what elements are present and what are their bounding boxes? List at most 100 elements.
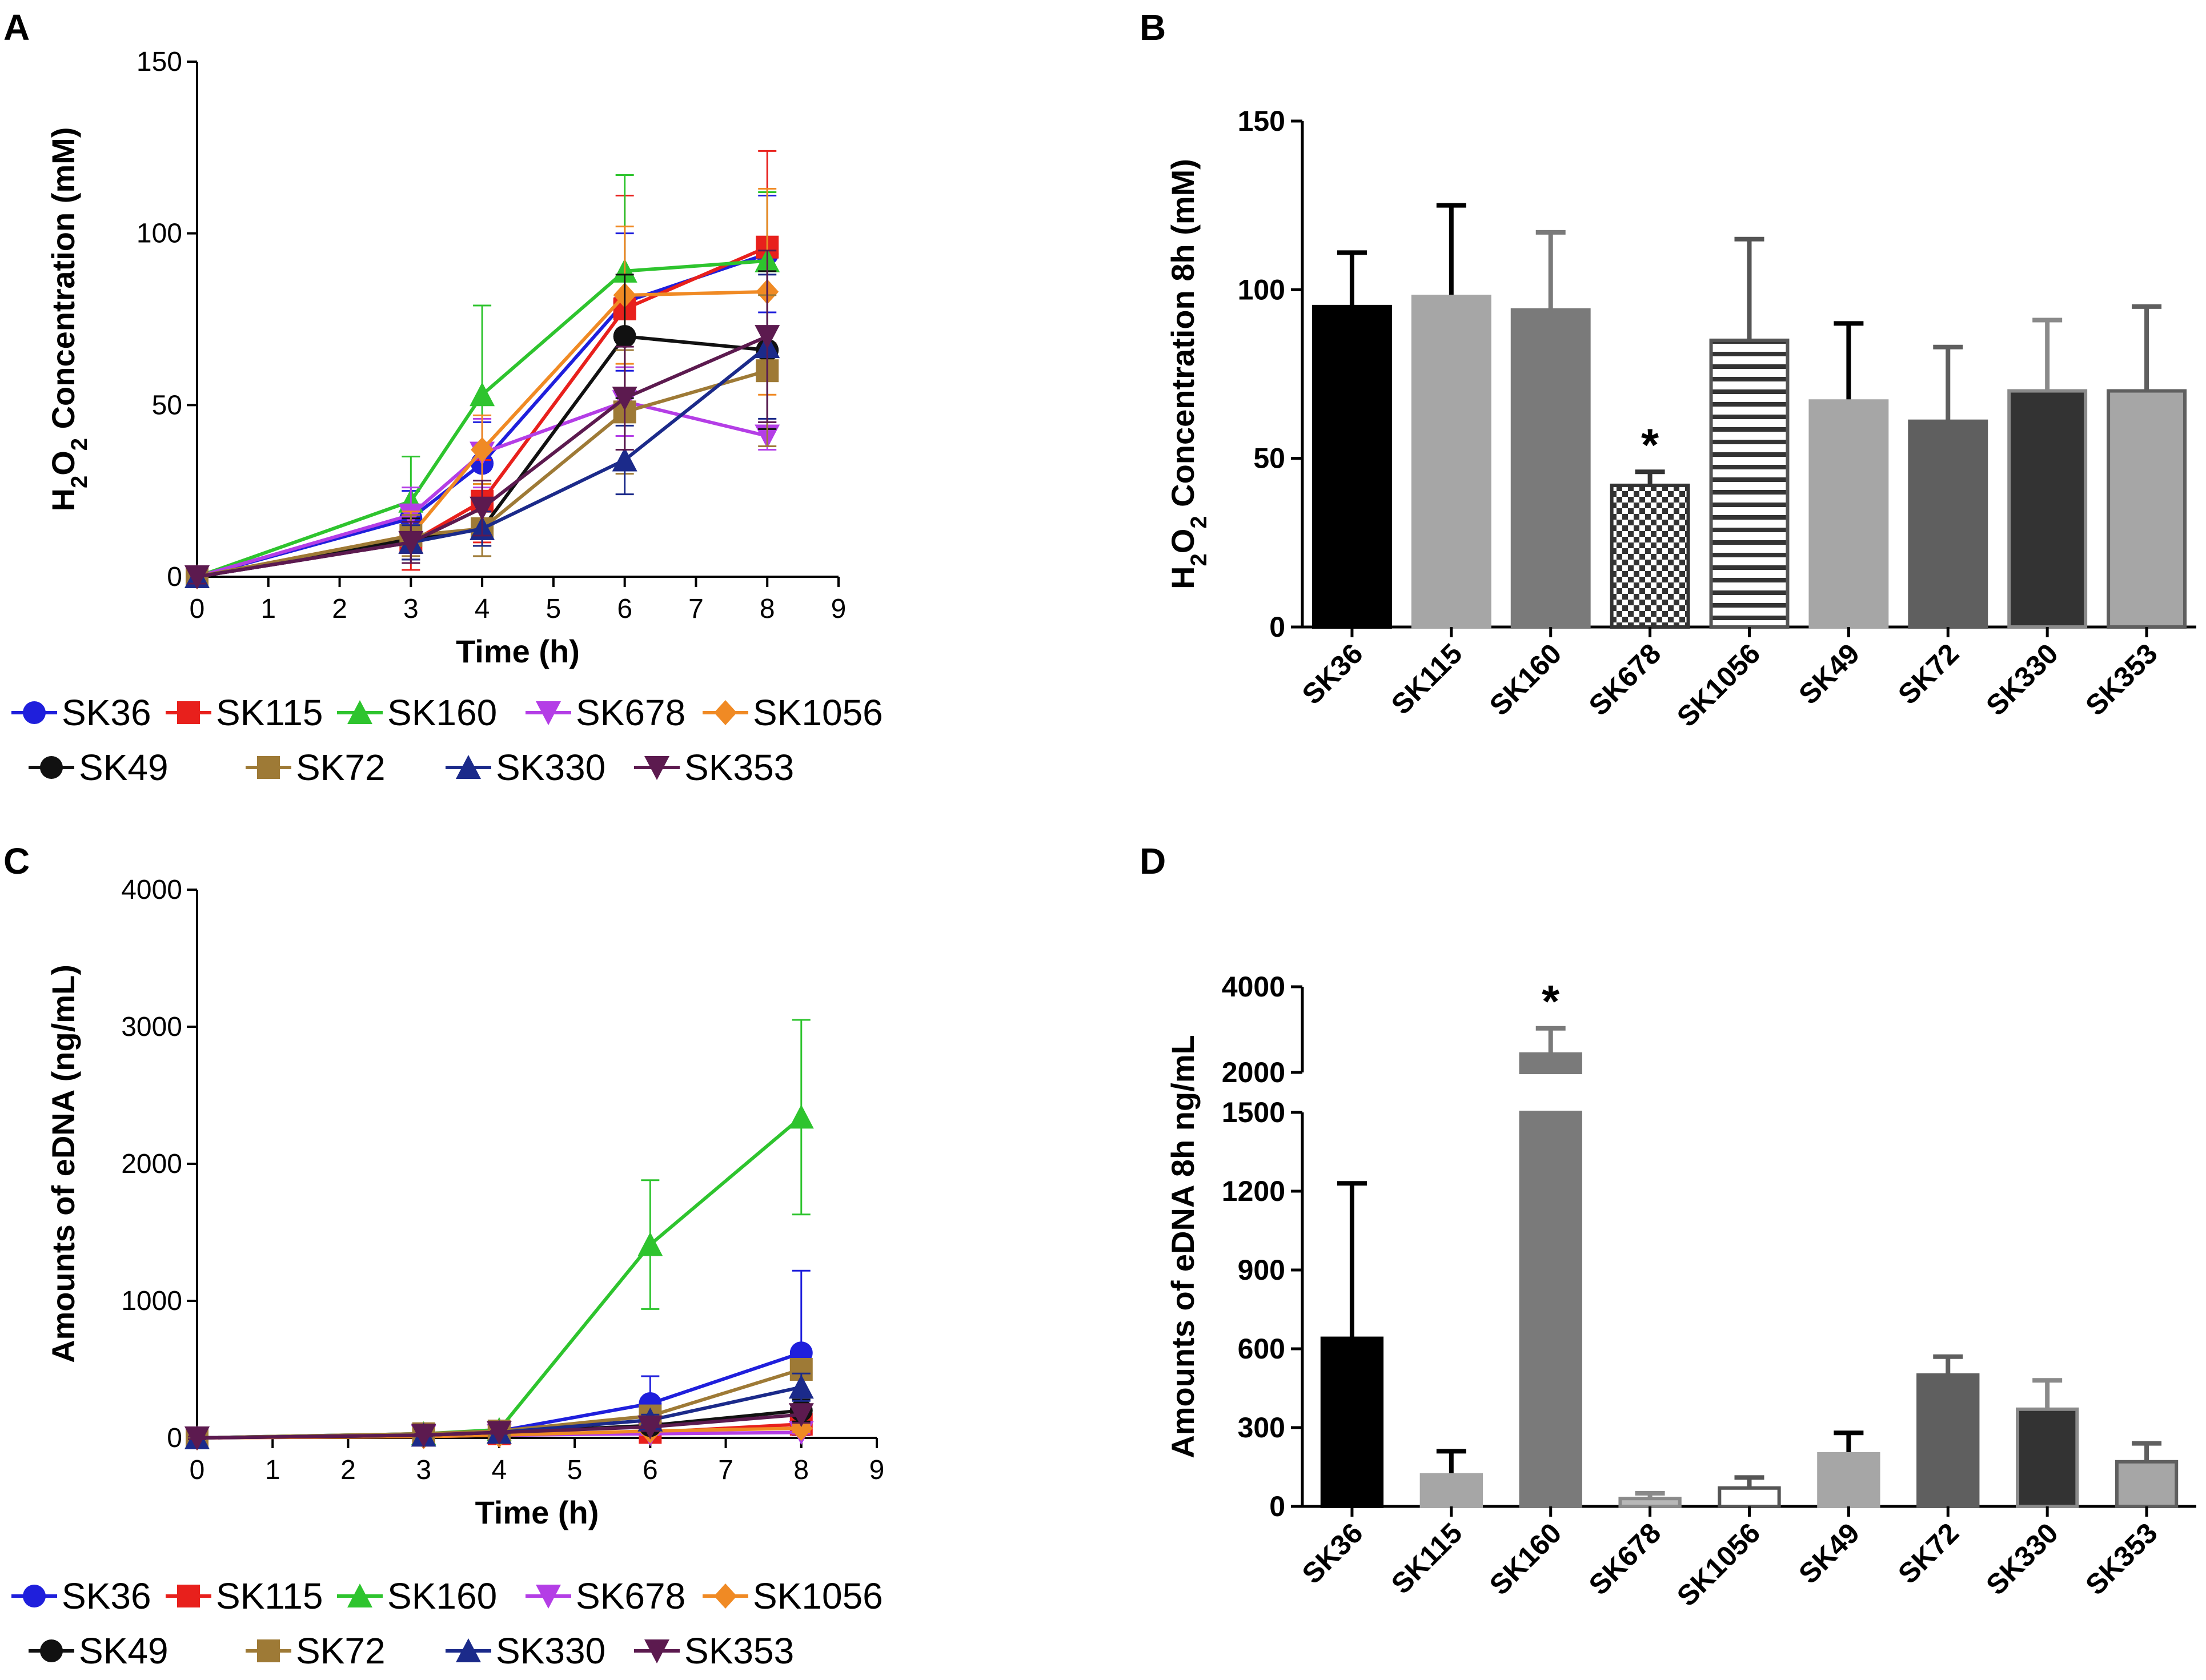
y-tick-label: 150 bbox=[137, 47, 182, 77]
legend-label: SK49 bbox=[79, 747, 169, 788]
data-point bbox=[612, 387, 637, 411]
x-tick-label: SK115 bbox=[1385, 637, 1469, 721]
x-tick-label: 4 bbox=[492, 1455, 507, 1485]
bar-rect bbox=[2016, 1407, 2079, 1509]
legend-label: SK1056 bbox=[753, 692, 883, 733]
x-tick-label: 5 bbox=[546, 594, 561, 624]
legend: SK36 SK115 SK160 SK678 SK1056 SK49 SK72 SK330 SK… bbox=[11, 692, 883, 788]
bar-sk36: SK36 bbox=[1296, 1181, 1384, 1590]
data-point bbox=[471, 437, 494, 463]
x-tick-label: SK330 bbox=[1980, 1517, 2064, 1601]
legend-marker bbox=[714, 700, 737, 725]
legend-label: SK36 bbox=[62, 692, 151, 733]
y-axis-label: H2O2 Concentration 8h (mM) bbox=[1165, 159, 1212, 589]
legend-marker bbox=[714, 1583, 737, 1609]
bar-rect bbox=[1718, 1486, 1781, 1509]
data-point bbox=[398, 530, 424, 555]
legend-marker bbox=[40, 756, 63, 779]
y-tick-label: 1000 bbox=[121, 1286, 182, 1316]
legend-marker bbox=[23, 701, 46, 724]
bar-rect bbox=[2007, 389, 2088, 629]
legend-label: SK678 bbox=[576, 692, 685, 733]
data-point bbox=[184, 1426, 210, 1450]
legend-item-sk353: SK353 bbox=[634, 747, 794, 788]
legend-item-sk36: SK36 bbox=[11, 1575, 151, 1617]
legend-marker bbox=[536, 1585, 561, 1609]
x-tick-label: 7 bbox=[688, 594, 704, 624]
data-point bbox=[788, 1104, 814, 1129]
legend-marker bbox=[257, 1639, 280, 1662]
bar-sk678: * SK678 bbox=[1583, 419, 1690, 722]
x-tick-label: 8 bbox=[760, 594, 775, 624]
x-tick-label: SK330 bbox=[1980, 637, 2064, 722]
bar-rect-lower bbox=[1519, 1111, 1582, 1508]
bar-rect bbox=[1510, 308, 1591, 629]
data-point bbox=[788, 1403, 814, 1428]
data-point bbox=[755, 325, 780, 349]
y-tick-label: 100 bbox=[1238, 274, 1285, 306]
legend-item-sk160: SK160 bbox=[337, 1575, 497, 1617]
bar-rect bbox=[1618, 1497, 1682, 1508]
legend-label: SK160 bbox=[387, 1575, 497, 1617]
legend-marker bbox=[644, 756, 669, 780]
legend-label: SK49 bbox=[79, 1630, 169, 1671]
x-tick-label: SK36 bbox=[1296, 637, 1369, 710]
bar-rect bbox=[1817, 1452, 1880, 1508]
series-sk353 bbox=[184, 250, 780, 589]
bar-rect-upper bbox=[1519, 1052, 1582, 1074]
legend-item-sk330: SK330 bbox=[446, 747, 605, 788]
legend-label: SK72 bbox=[296, 747, 386, 788]
legend-marker bbox=[177, 701, 200, 724]
legend-item-sk330: SK330 bbox=[446, 1630, 605, 1671]
x-tick-label: 2 bbox=[332, 594, 347, 624]
bar-rect bbox=[1908, 419, 1988, 629]
x-tick-label: SK36 bbox=[1296, 1517, 1369, 1590]
y-tick-label: 50 bbox=[1253, 443, 1285, 475]
x-tick-label: 4 bbox=[475, 594, 490, 624]
x-tick-label: SK72 bbox=[1892, 637, 1965, 710]
x-tick-label: 2 bbox=[340, 1455, 356, 1485]
x-tick-label: SK115 bbox=[1385, 1517, 1469, 1600]
bar-sk36: SK36 bbox=[1296, 250, 1392, 710]
legend: SK36 SK115 SK160 SK678 SK1056 SK49 SK72 SK330 SK… bbox=[11, 1575, 883, 1671]
legend-marker bbox=[347, 1583, 372, 1607]
bar-sk353: SK353 bbox=[2079, 304, 2187, 722]
y-tick-label: 100 bbox=[137, 219, 182, 249]
legend-marker bbox=[456, 1638, 481, 1662]
significance-star: * bbox=[1641, 419, 1659, 470]
x-tick-label: 8 bbox=[793, 1455, 809, 1485]
bar-sk1056: SK1056 bbox=[1671, 1475, 1781, 1613]
y-axis-label: Amounts of eDNA (ng/mL) bbox=[45, 964, 81, 1363]
x-tick-label: SK49 bbox=[1792, 637, 1866, 710]
legend-label: SK36 bbox=[62, 1575, 151, 1617]
bar-sk49: SK49 bbox=[1792, 1430, 1880, 1590]
y-tick-label: 600 bbox=[1238, 1333, 1285, 1365]
legend-item-sk353: SK353 bbox=[634, 1630, 794, 1671]
legend-item-sk678: SK678 bbox=[526, 1575, 685, 1617]
x-tick-label: 0 bbox=[190, 1455, 205, 1485]
legend-label: SK330 bbox=[496, 747, 605, 788]
series-sk353 bbox=[184, 1403, 814, 1450]
x-tick-label: 5 bbox=[567, 1455, 583, 1485]
x-tick-label: 1 bbox=[265, 1455, 280, 1485]
series-sk160 bbox=[184, 1019, 814, 1449]
x-tick-label: SK160 bbox=[1483, 1517, 1568, 1601]
legend-label: SK72 bbox=[296, 1630, 386, 1671]
bar-sk330: SK330 bbox=[1980, 317, 2088, 722]
y-tick-label: 0 bbox=[1269, 611, 1285, 643]
data-point bbox=[637, 1232, 663, 1256]
legend-label: SK115 bbox=[216, 692, 323, 733]
bar-sk72: SK72 bbox=[1892, 344, 1988, 710]
legend-item-sk1056: SK1056 bbox=[703, 1575, 883, 1617]
legend-label: SK678 bbox=[576, 1575, 685, 1617]
data-point bbox=[470, 496, 495, 521]
legend-item-sk1056: SK1056 bbox=[703, 692, 883, 733]
legend-marker bbox=[347, 700, 372, 724]
x-tick-label: SK353 bbox=[2079, 1517, 2164, 1601]
x-tick-label: SK1056 bbox=[1671, 1517, 1766, 1612]
bar-sk160: SK160 bbox=[1483, 230, 1591, 722]
x-tick-label: SK72 bbox=[1892, 1517, 1965, 1590]
x-tick-label: 3 bbox=[403, 594, 419, 624]
